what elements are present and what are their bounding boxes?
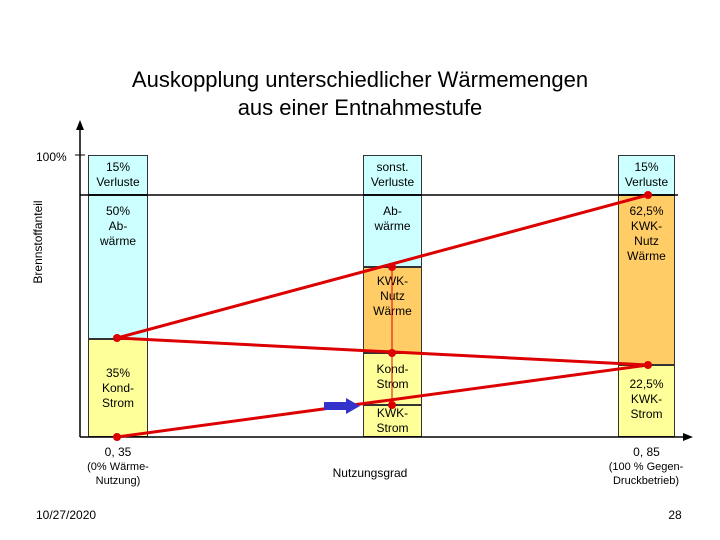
left-waste-heat-label: 50% Ab- wärme [99,204,136,248]
footer-page-number: 28 [668,508,682,522]
power-line-top [116,336,649,367]
x-tick-left-note: (0% Wärme- Nutzung) [87,461,149,487]
point-right-losses [644,191,652,199]
slide-title: Auskopplung unterschiedlicher Wärmemenge… [60,66,660,122]
mid-chp-power-box [363,405,422,437]
point-left-power [113,334,121,342]
left-losses-label: 15% Verluste [96,160,140,189]
mid-waste-heat-label: Ab- wärme [374,204,411,233]
power-line-bottom [116,363,649,439]
mid-waste-heat-box [363,195,422,267]
right-chp-power-box [618,365,675,437]
point-left-origin [113,433,121,441]
right-losses-label: 15% Verluste [624,160,669,189]
left-power-label: 35% Kond- Strom [101,366,135,410]
left-losses-box [88,155,148,195]
y-tick-100: 100% [36,150,67,164]
left-waste-heat-box [88,195,148,339]
point-right-power [644,361,652,369]
title-line-2: aus einer Entnahmestufe [237,95,483,120]
right-chp-heat-label: 62,5% KWK- Nutz Wärme [627,204,666,263]
x-tick-right: 0, 85 [633,445,660,459]
arrow-right-icon [346,398,360,414]
mid-chp-power-label: KWK- Strom [376,406,409,435]
title-line-1: Auskopplung unterschiedlicher Wärmemenge… [131,67,589,92]
x-tick-right-note: (100 % Gegen- Druckbetrieb) [608,461,684,487]
x-axis-arrowhead [683,433,693,441]
arrow-shaft [324,402,348,410]
heat-line-upper [116,193,649,340]
right-chp-power-label: 22,5% KWK- Strom [629,377,664,421]
footer-date: 10/27/2020 [36,508,97,522]
right-chp-heat-box [618,195,675,365]
x-tick-left: 0, 35 [104,445,132,459]
x-axis-label: Nutzungsgrad [332,466,408,480]
mid-losses-label: sonst. Verluste [370,160,415,189]
y-axis-arrowhead [76,120,84,130]
